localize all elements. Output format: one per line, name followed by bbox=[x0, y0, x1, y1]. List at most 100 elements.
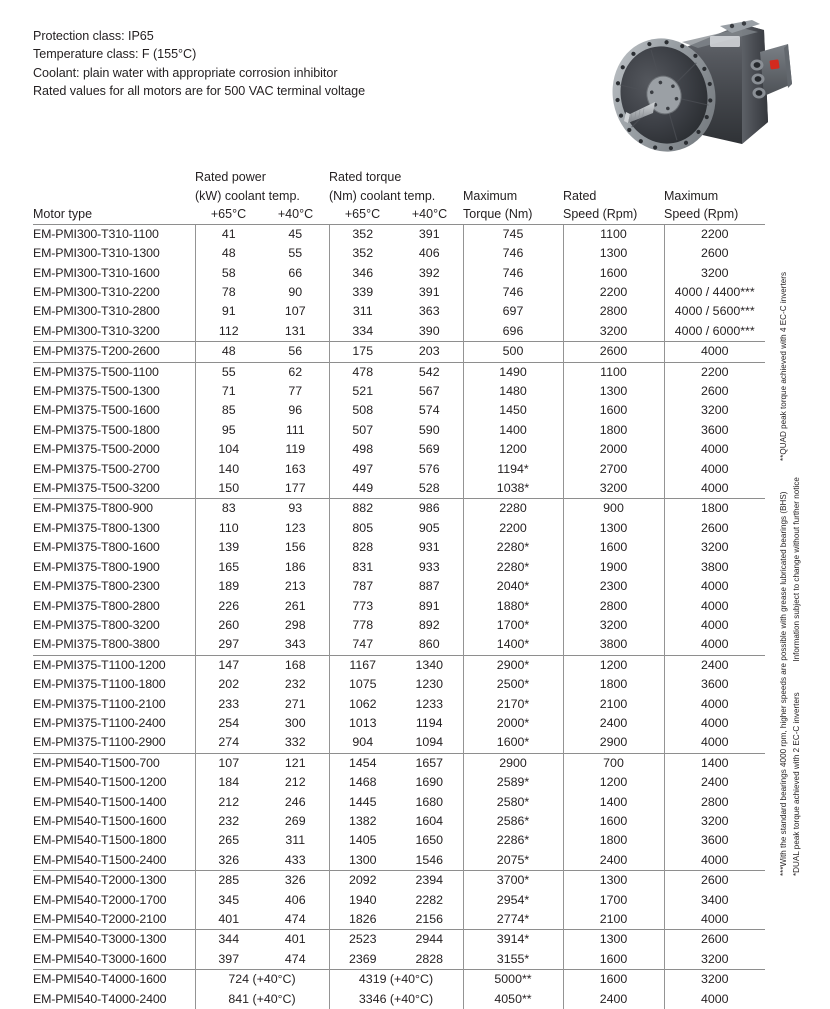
intro-line-coolant: Coolant: plain water with appropriate co… bbox=[33, 65, 338, 80]
cell-maximum-torque: 2170* bbox=[462, 694, 563, 714]
cell-motor-type: EM-PMI375-T500-2000 bbox=[33, 442, 160, 457]
cell-rated-torque-40c: 528 bbox=[418, 481, 440, 496]
table-row: EM-PMI300-T310-3200 112 131 334 390 696 3200 40… bbox=[33, 321, 765, 342]
cell-rated-torque-40c: 576 bbox=[418, 461, 440, 476]
cell-maximum-torque: 745 bbox=[462, 223, 563, 245]
header-rated-torque-line2: (Nm) coolant temp. bbox=[329, 188, 436, 203]
cell-rated-power-40c: 168 bbox=[262, 654, 329, 676]
cell-rated-power-65c: 41 bbox=[194, 223, 262, 245]
cell-motor-type: EM-PMI375-T1100-2400 bbox=[33, 715, 166, 730]
header-max-torque-line2: Torque (Nm) bbox=[463, 207, 533, 222]
header-rated-power-line1: Rated power bbox=[195, 170, 266, 184]
cell-maximum-torque: 2040* bbox=[462, 577, 563, 597]
cell-rated-power-65c: 112 bbox=[194, 321, 262, 342]
footnote-column-left: ***With the standard bearings 4000 rpm, … bbox=[779, 272, 789, 876]
cell-maximum-speed: 4000 / 4400*** bbox=[663, 283, 765, 303]
cell-maximum-torque: 2200 bbox=[462, 518, 563, 539]
cell-maximum-speed: 4000 bbox=[663, 341, 765, 363]
table-row: EM-PMI540-T2000-2100 401 474 1826 2156 2774* 2… bbox=[33, 910, 765, 930]
header-rated-power-units: (kW) coolant temp. bbox=[195, 187, 329, 206]
cell-rated-power-65c: 285 bbox=[194, 870, 262, 891]
cell-rated-power-40c: 401 bbox=[262, 929, 329, 950]
table-row: EM-PMI375-T1100-1800 202 232 1075 1230 2500* 1… bbox=[33, 675, 765, 695]
cell-maximum-torque: 697 bbox=[462, 302, 563, 322]
table-row: EM-PMI540-T1500-700 107 121 1454 1657 2900 700… bbox=[33, 752, 765, 774]
cell-rated-power-65c: 110 bbox=[194, 518, 262, 539]
cell-rated-torque-65c: 1013 bbox=[328, 713, 396, 734]
cell-maximum-speed: 3400 bbox=[663, 890, 765, 910]
cell-maximum-speed: 4000 bbox=[663, 479, 765, 499]
cell-maximum-speed: 3600 bbox=[663, 420, 765, 441]
cell-maximum-speed: 3200 bbox=[663, 969, 765, 990]
cell-rated-torque-65c: 339 bbox=[328, 283, 396, 303]
cell-maximum-speed: 2600 bbox=[663, 929, 765, 950]
cell-motor-type: EM-PMI300-T310-1300 bbox=[33, 246, 160, 261]
cell-rated-speed: 1100 bbox=[562, 361, 664, 383]
cell-maximum-speed: 3600 bbox=[663, 675, 765, 695]
intro-line-temperature-class: Temperature class: F (155°C) bbox=[33, 47, 197, 62]
cell-maximum-torque: 2286* bbox=[462, 831, 563, 851]
cell-maximum-torque: 2900 bbox=[462, 752, 563, 774]
cell-rated-torque-40c: 892 bbox=[418, 617, 440, 632]
cell-motor-type: EM-PMI540-T2000-1300 bbox=[33, 870, 195, 891]
cell-motor-type: EM-PMI540-T1500-1800 bbox=[33, 833, 167, 848]
cell-motor-type: EM-PMI540-T2000-1700 bbox=[33, 892, 167, 907]
header-rated-torque-group: Rated torque bbox=[329, 168, 463, 187]
cell-rated-speed: 1200 bbox=[562, 654, 664, 676]
cell-rated-speed: 2800 bbox=[562, 302, 664, 322]
header-rated-power-line2: (kW) coolant temp. bbox=[195, 188, 300, 203]
cell-rated-power-65c: 401 bbox=[194, 910, 262, 930]
cell-rated-power-65c: 58 bbox=[194, 263, 262, 283]
header-max-speed-line2: Speed (Rpm) bbox=[664, 207, 739, 222]
table-row: EM-PMI375-T800-2800 226 261 773 891 1880* 2800… bbox=[33, 596, 765, 616]
cell-rated-torque-40c: 887 bbox=[418, 579, 440, 594]
header-power-temp-40: +40°C bbox=[277, 207, 314, 222]
header-rated-speed-line1: Rated bbox=[563, 188, 597, 203]
footnote-three-stars: ***With the standard bearings 4000 rpm, … bbox=[779, 491, 788, 877]
cell-maximum-torque: 3155* bbox=[462, 949, 563, 970]
header-rated-torque-units: (Nm) coolant temp. bbox=[329, 187, 463, 206]
cell-rated-power-40c: 123 bbox=[284, 520, 306, 535]
cell-rated-speed: 1800 bbox=[562, 420, 664, 441]
table-row: EM-PMI375-T1100-1200 147 168 1167 1340 2900* 1… bbox=[33, 654, 765, 676]
cell-rated-torque-40c: 1094 bbox=[415, 735, 444, 750]
cell-rated-speed: 2400 bbox=[562, 850, 664, 871]
cell-rated-power-65c: 104 bbox=[194, 440, 262, 460]
cell-motor-type: EM-PMI375-T800-900 bbox=[33, 498, 195, 519]
cell-maximum-speed: 3200 bbox=[663, 811, 765, 832]
table-row: EM-PMI300-T310-2200 78 90 339 391 746 2200 4000… bbox=[33, 283, 765, 303]
cell-rated-torque-65c: 1940 bbox=[328, 890, 396, 910]
motor-terminal-box bbox=[760, 44, 792, 96]
cell-maximum-torque: 746 bbox=[462, 263, 563, 283]
cell-rated-power-65c: 139 bbox=[194, 538, 262, 558]
cell-rated-torque-65c: 1167 bbox=[328, 654, 396, 676]
cell-rated-torque-65c: 1826 bbox=[328, 910, 396, 930]
table-row: EM-PMI375-T800-3200 260 298 778 892 1700* 3200… bbox=[33, 615, 765, 636]
table-row: EM-PMI375-T500-2000 104 119 498 569 1200 2000 4… bbox=[33, 440, 765, 460]
cell-rated-torque-65c: 1382 bbox=[328, 811, 396, 832]
table-row: EM-PMI300-T310-1300 48 55 352 406 746 1300 2600 bbox=[33, 244, 765, 264]
cell-rated-torque-65c: 1300 bbox=[328, 850, 396, 871]
cell-rated-power-40c: 107 bbox=[284, 304, 306, 319]
cell-rated-torque-40c: 1194 bbox=[415, 715, 443, 730]
table-row: EM-PMI300-T310-1600 58 66 346 392 746 1600 3200 bbox=[33, 263, 765, 283]
cell-motor-type: EM-PMI300-T310-2800 bbox=[33, 304, 160, 319]
cell-rated-speed: 1300 bbox=[562, 382, 664, 402]
cell-rated-speed: 1600 bbox=[562, 811, 664, 832]
table-row: EM-PMI540-T1500-1600 232 269 1382 1604 2586* 1… bbox=[33, 811, 765, 832]
table-row: EM-PMI375-T500-3200 150 177 449 528 1038* 3200… bbox=[33, 479, 765, 499]
cell-maximum-speed: 2800 bbox=[663, 792, 765, 812]
cell-rated-torque-40c: 1230 bbox=[415, 677, 444, 692]
cell-rated-torque-40c: 1657 bbox=[396, 752, 463, 774]
cell-maximum-speed: 2200 bbox=[663, 361, 765, 383]
table-row: EM-PMI540-T4000-1600 724 (+40°C) 4319 (+40… bbox=[33, 969, 765, 990]
cell-rated-torque-40c: 590 bbox=[418, 422, 440, 437]
cell-rated-torque-65c: 508 bbox=[328, 401, 396, 421]
cell-maximum-torque: 2580* bbox=[462, 792, 563, 812]
table-row: EM-PMI540-T1500-2400 326 433 1300 1546 2075* 2… bbox=[33, 850, 765, 871]
cell-rated-torque-65c: 1062 bbox=[328, 694, 396, 714]
cell-motor-type: EM-PMI375-T1100-1200 bbox=[33, 654, 195, 676]
cell-rated-torque-65c: 828 bbox=[328, 538, 396, 558]
motor-spec-table: Motor type Rated power Rated torque (kW)… bbox=[33, 168, 765, 1009]
cell-rated-power-65c: 212 bbox=[194, 792, 262, 812]
